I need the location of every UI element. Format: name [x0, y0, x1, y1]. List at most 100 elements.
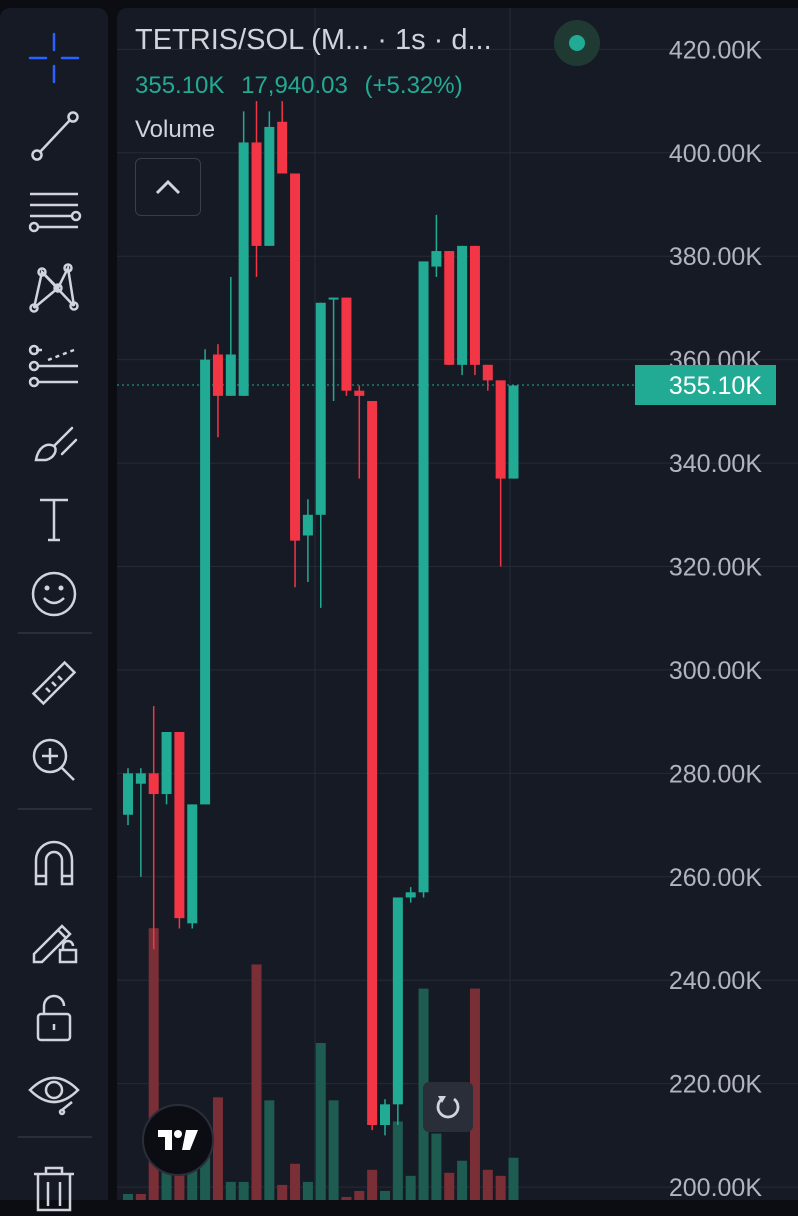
- candle[interactable]: [212, 344, 223, 438]
- volume-bar: [148, 928, 159, 1200]
- candle[interactable]: [251, 101, 262, 277]
- fib-retracement-icon: [28, 192, 82, 233]
- candle-body: [354, 390, 365, 396]
- chart-panel[interactable]: 420.00K 400.00K 380.00K 360.00K 340.00K 320.0…: [117, 8, 798, 1200]
- candle[interactable]: [174, 731, 185, 929]
- ruler-tool[interactable]: [24, 654, 84, 714]
- candle[interactable]: [187, 804, 198, 929]
- collapse-legend-button[interactable]: [135, 158, 201, 216]
- candle[interactable]: [367, 401, 378, 1131]
- candle[interactable]: [392, 897, 403, 1126]
- trend-line-icon: [31, 111, 79, 161]
- candle[interactable]: [495, 380, 506, 567]
- candle[interactable]: [418, 261, 429, 898]
- candle-body: [187, 804, 198, 924]
- remove-tool[interactable]: [24, 1156, 84, 1216]
- y-axis-tick-label: 240.00K: [669, 967, 762, 995]
- candle-body: [212, 354, 223, 396]
- candle[interactable]: [315, 302, 326, 608]
- market-status[interactable]: [554, 20, 600, 66]
- last-price-badge: 355.10K: [635, 364, 776, 405]
- volume-bar: [277, 1184, 288, 1200]
- crosshair-tool[interactable]: [24, 28, 84, 88]
- candle-body: [508, 385, 519, 479]
- candle[interactable]: [200, 349, 211, 805]
- volume-bar: [135, 1193, 146, 1200]
- volume-bar: [380, 1190, 390, 1200]
- volume-bar: [290, 1163, 301, 1200]
- y-axis-tick-label: 320.00K: [669, 554, 762, 582]
- tradingview-logo-icon: [158, 1130, 198, 1150]
- price-chart[interactable]: 420.00K400.00K380.00K360.00K340.00K320.0…: [117, 8, 798, 1200]
- toolbar-divider: [18, 632, 92, 634]
- candle[interactable]: [277, 101, 288, 174]
- candle[interactable]: [238, 111, 249, 396]
- zoom-tool[interactable]: [24, 730, 84, 790]
- pattern-tool[interactable]: [24, 258, 84, 318]
- magnet-icon: [34, 840, 74, 886]
- volume-bar: [212, 1097, 223, 1200]
- volume-bar: [457, 1160, 468, 1200]
- candle[interactable]: [380, 1099, 390, 1136]
- candle-body: [148, 773, 159, 795]
- volume-bar: [367, 1169, 378, 1200]
- candle[interactable]: [469, 245, 480, 376]
- brush-icon: [34, 426, 78, 462]
- brush-tool[interactable]: [24, 414, 84, 474]
- volume-value: 355.10K: [135, 72, 225, 99]
- candle[interactable]: [405, 887, 416, 903]
- volume-bar: [302, 1181, 313, 1200]
- emoji-tool[interactable]: [24, 564, 84, 624]
- candle-body: [495, 380, 506, 479]
- candle-body: [315, 302, 326, 515]
- magnet-tool[interactable]: [24, 832, 84, 892]
- lock-tool[interactable]: [24, 988, 84, 1048]
- candle-body: [405, 892, 416, 898]
- fib-tool[interactable]: [24, 182, 84, 242]
- prediction-icon: [28, 344, 78, 388]
- candle-body: [418, 261, 429, 893]
- zoom-in-icon: [32, 738, 75, 781]
- volume-bar: [508, 1157, 519, 1200]
- candle[interactable]: [457, 245, 468, 376]
- candle-body: [341, 297, 352, 391]
- candle[interactable]: [290, 173, 301, 588]
- candle[interactable]: [341, 297, 352, 396]
- last-price-value: 17,940.03: [241, 72, 348, 99]
- candle[interactable]: [225, 276, 236, 396]
- candle[interactable]: [508, 385, 519, 479]
- candle-body: [431, 251, 442, 267]
- candle[interactable]: [328, 297, 339, 402]
- visibility-tool[interactable]: [24, 1062, 84, 1122]
- emoji-icon: [31, 571, 77, 617]
- crosshair-icon: [28, 32, 80, 84]
- trend-line-tool[interactable]: [24, 106, 84, 166]
- candle[interactable]: [148, 706, 159, 950]
- candle[interactable]: [354, 385, 365, 479]
- symbol-title[interactable]: TETRIS/SOL (M... · 1s · d...: [135, 24, 492, 56]
- lock-drawing-tool[interactable]: [24, 910, 84, 970]
- text-icon: [40, 498, 68, 542]
- candle[interactable]: [302, 499, 313, 583]
- volume-bar: [238, 1181, 249, 1200]
- candle-body: [123, 773, 133, 815]
- prediction-tool[interactable]: [24, 336, 84, 396]
- text-tool[interactable]: [24, 490, 84, 550]
- candle-body: [277, 121, 288, 174]
- reset-chart-button[interactable]: [423, 1082, 473, 1132]
- candle[interactable]: [135, 768, 146, 877]
- candle-body: [225, 354, 236, 396]
- candle[interactable]: [161, 731, 172, 805]
- candle-body: [444, 251, 455, 365]
- candle[interactable]: [482, 364, 493, 391]
- candle[interactable]: [264, 111, 275, 246]
- candle-body: [469, 245, 480, 365]
- candle[interactable]: [444, 251, 455, 365]
- toolbar-divider: [18, 1136, 92, 1138]
- volume-indicator-label[interactable]: Volume: [135, 116, 216, 143]
- candle[interactable]: [431, 214, 442, 277]
- tradingview-logo[interactable]: [142, 1104, 214, 1176]
- candle[interactable]: [123, 768, 133, 826]
- volume-bar: [341, 1196, 352, 1200]
- y-axis-tick-label: 400.00K: [669, 140, 762, 168]
